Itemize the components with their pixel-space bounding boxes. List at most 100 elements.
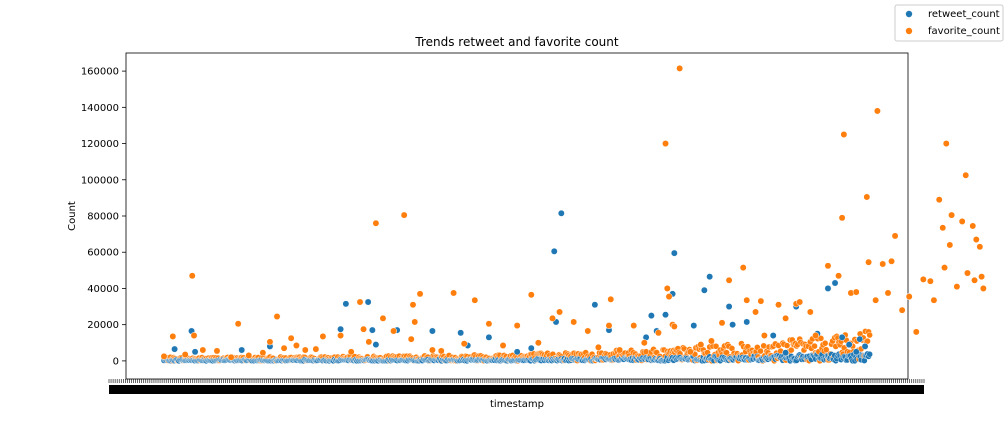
favorite-point: [697, 341, 705, 349]
favorite-point: [594, 343, 602, 351]
favorite-point: [337, 332, 345, 339]
y-tick-label: 160000: [81, 67, 119, 78]
favorite-point: [884, 289, 892, 297]
favorite-point: [707, 337, 715, 345]
x-axis-label: timestamp: [490, 399, 544, 410]
favorite-point: [245, 352, 253, 359]
favorite-point: [788, 346, 795, 354]
favorite-point: [948, 211, 956, 219]
favorite-point: [946, 241, 954, 249]
favorite-point: [312, 345, 320, 353]
favorite-point: [757, 297, 765, 305]
retweet-point: [550, 247, 558, 255]
favorite-point: [372, 219, 380, 227]
favorite-point: [979, 284, 987, 292]
favorite-point: [390, 327, 398, 335]
retweet-point: [457, 329, 465, 337]
favorite-point: [905, 293, 913, 301]
retweet-point: [513, 348, 521, 356]
favorite-point: [863, 193, 871, 201]
favorite-point: [821, 340, 829, 347]
retweet-point: [838, 333, 846, 341]
retweet-point: [171, 345, 179, 353]
favorite-point: [654, 329, 662, 337]
favorite-point: [169, 332, 177, 340]
favorite-point: [670, 323, 678, 330]
legend-frame: [894, 4, 1004, 42]
favorite-point: [227, 353, 235, 361]
favorite-point: [811, 342, 818, 350]
x-axis-ticks: [108, 379, 925, 394]
favorite-point: [712, 343, 720, 350]
favorite-point: [939, 224, 947, 232]
favorite-point: [866, 331, 873, 339]
favorite-point: [356, 298, 364, 306]
favorite-point: [428, 346, 436, 354]
favorite-point: [319, 332, 327, 340]
favorite-point: [971, 276, 978, 284]
favorite-point: [838, 214, 846, 222]
x-tick-labels-band: [109, 385, 924, 394]
favorite-point: [301, 346, 309, 354]
retweet-point: [725, 303, 733, 311]
favorite-point: [259, 349, 267, 357]
retweet-point: [368, 326, 376, 334]
favorite-point: [743, 296, 751, 304]
favorite-point: [273, 313, 281, 320]
favorite-point: [976, 243, 984, 251]
retweet-point: [700, 286, 708, 294]
favorite-point: [686, 348, 694, 356]
favorite-point: [912, 328, 920, 336]
favorite-point: [199, 346, 207, 354]
favorite-point: [450, 289, 458, 297]
retweet-point: [743, 318, 751, 326]
retweet-point: [670, 249, 678, 257]
favorite-point: [407, 335, 415, 343]
favorite-point: [782, 314, 790, 322]
favorite-point: [188, 272, 196, 280]
y-axis-ticks: 0 20000 40000 60000 80000 100000 120000 140000 1…: [81, 67, 126, 367]
y-axis-label: Count: [67, 201, 78, 231]
retweet-point: [824, 284, 832, 292]
favorite-point: [888, 257, 895, 265]
favorite-point: [280, 344, 288, 352]
favorite-point: [969, 222, 977, 230]
retweet-point: [690, 322, 698, 330]
favorite-point: [941, 264, 948, 272]
favorite-point: [437, 347, 445, 355]
favorite-point: [760, 342, 767, 350]
favorite-point: [287, 334, 295, 342]
legend-label-favorite: favorite_count: [928, 26, 1000, 37]
favorite-point: [607, 295, 615, 303]
y-tick-label: 20000: [87, 320, 119, 331]
favorite-point: [852, 288, 860, 296]
favorite-point: [630, 322, 638, 330]
favorite-point: [840, 131, 848, 138]
favorite-point: [919, 275, 927, 283]
retweet-point: [485, 333, 493, 341]
retweet-point: [591, 301, 599, 309]
favorite-point: [181, 351, 189, 358]
favorite-point: [958, 217, 966, 225]
favorite-point: [725, 276, 733, 284]
favorite-point: [379, 314, 387, 322]
favorite-point: [972, 236, 980, 243]
favorite-point: [556, 308, 564, 316]
favorite-point: [783, 342, 791, 349]
favorite-point: [676, 64, 684, 72]
favorite-point: [942, 140, 950, 148]
favorite-point: [570, 318, 578, 326]
favorite-point: [160, 352, 168, 360]
scatter-points: [160, 64, 987, 365]
favorite-point: [865, 258, 873, 266]
favorite-point: [757, 347, 764, 355]
favorite-point: [400, 211, 408, 219]
favorite-point: [873, 107, 881, 115]
favorite-point: [662, 140, 669, 148]
favorite-point: [898, 306, 906, 314]
favorite-point: [190, 332, 198, 339]
legend-label-retweet: retweet_count: [928, 9, 1000, 20]
favorite-point: [534, 339, 542, 347]
favorite-point: [460, 340, 468, 348]
retweet-point: [845, 341, 853, 349]
